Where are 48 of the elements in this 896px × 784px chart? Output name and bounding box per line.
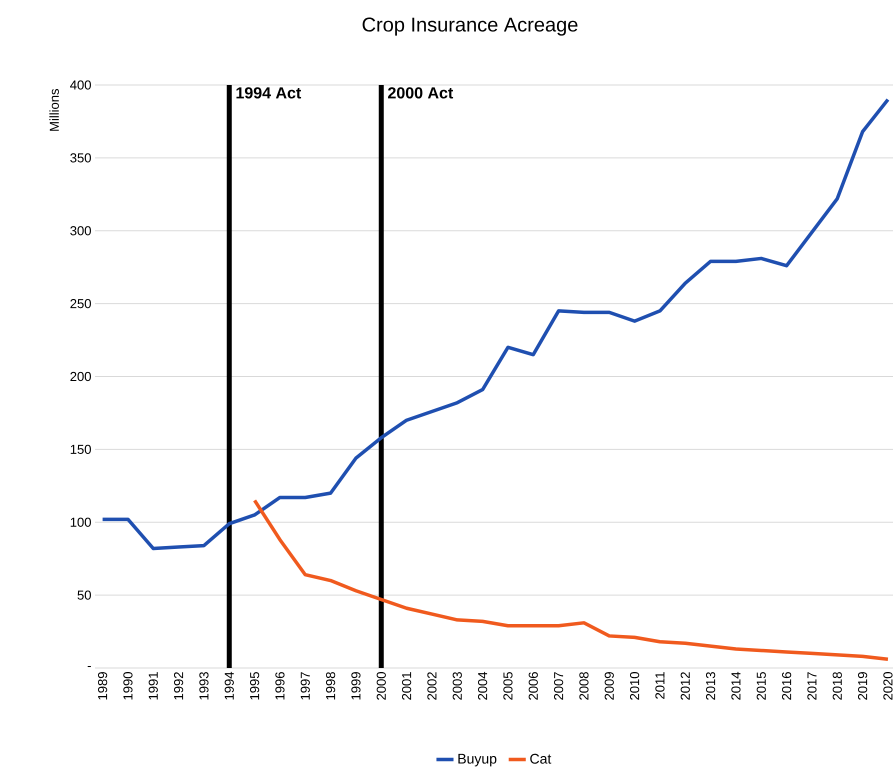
x-tick-label: 2014 xyxy=(731,672,741,700)
ref-line-label: 2000 Act xyxy=(388,87,454,99)
legend-label: Cat xyxy=(530,754,552,764)
y-tick-label: 400 xyxy=(70,80,91,90)
x-tick-label: 2003 xyxy=(452,672,462,700)
y-tick-label: 350 xyxy=(70,153,91,162)
x-tick-label: 1992 xyxy=(174,672,184,700)
x-tick-label: 1995 xyxy=(250,672,260,700)
x-tick-label: 2007 xyxy=(554,672,564,700)
x-tick-label: 2012 xyxy=(680,672,690,700)
x-tick-label: 2000 xyxy=(376,672,386,700)
x-tick-label: 2008 xyxy=(579,672,589,700)
x-tick-label: 2020 xyxy=(883,672,893,700)
line-series xyxy=(100,98,890,550)
x-tick-label: 1999 xyxy=(351,672,361,700)
legend-label: Buyup xyxy=(458,754,496,766)
x-tick-label: 2018 xyxy=(832,672,842,700)
x-tick-label: 1993 xyxy=(199,672,209,700)
x-tick-label: 1991 xyxy=(148,672,158,700)
y-tick-label: 200 xyxy=(70,372,91,382)
ref-line-label: 1994 Act xyxy=(236,87,302,99)
x-tick-label: 2002 xyxy=(427,672,437,700)
x-tick-label: 1997 xyxy=(300,672,310,700)
x-tick-label: 2011 xyxy=(655,672,665,699)
x-tick-label: 2017 xyxy=(807,672,817,700)
x-tick-label: 2009 xyxy=(604,672,614,700)
x-tick-label: 1994 xyxy=(224,672,234,700)
x-tick-label: 2015 xyxy=(756,672,766,700)
y-tick-label: - xyxy=(88,666,91,668)
x-tick-label: 2019 xyxy=(858,672,868,700)
x-tick-label: 1989 xyxy=(98,672,108,700)
x-tick-label: 2013 xyxy=(706,672,716,700)
x-tick-label: 2010 xyxy=(630,672,640,700)
x-tick-label: 2016 xyxy=(782,672,792,700)
x-tick-label: 2005 xyxy=(503,672,513,700)
x-tick-label: 1996 xyxy=(275,672,285,700)
y-tick-label: 100 xyxy=(70,518,91,527)
x-tick-label: 1990 xyxy=(123,672,133,700)
y-axis-title: Millions xyxy=(49,89,59,131)
x-tick-label: 1998 xyxy=(326,672,336,700)
y-tick-label: 50 xyxy=(78,590,91,600)
y-tick-label: 150 xyxy=(70,444,91,454)
x-tick-label: 2001 xyxy=(402,672,412,700)
y-tick-label: 250 xyxy=(70,299,91,308)
x-tick-label: 2004 xyxy=(478,672,488,700)
x-tick-label: 2006 xyxy=(528,672,538,700)
y-tick-label: 300 xyxy=(70,226,91,236)
chart-title: Crop Insurance Acreage xyxy=(362,18,578,36)
